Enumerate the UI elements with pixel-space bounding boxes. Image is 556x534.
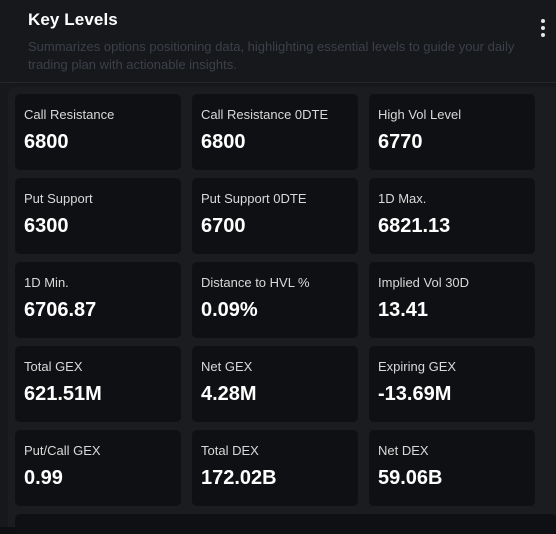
level-label: Net DEX bbox=[378, 443, 429, 458]
level-label: Expiring GEX bbox=[378, 359, 457, 374]
level-card-total-dex: Total DEX 172.02B bbox=[192, 430, 358, 506]
level-card-call-resistance: Call Resistance 6800 bbox=[15, 94, 181, 170]
level-value: 59.06B bbox=[378, 467, 443, 489]
level-label: Total GEX bbox=[24, 359, 83, 374]
level-value: 6800 bbox=[201, 131, 246, 153]
level-card-distance-to-hvl: Distance to HVL % 0.09% bbox=[192, 262, 358, 338]
level-label: Distance to HVL % bbox=[201, 275, 310, 290]
level-label: 1D Max. bbox=[378, 191, 427, 206]
level-card-put-call-gex: Put/Call GEX 0.99 bbox=[15, 430, 181, 506]
level-card-net-gex: Net GEX 4.28M bbox=[192, 346, 358, 422]
level-card-high-vol-level: High Vol Level 6770 bbox=[369, 94, 535, 170]
level-card-1d-min: 1D Min. 6706.87 bbox=[15, 262, 181, 338]
next-row-card-partial bbox=[15, 514, 556, 534]
level-card-1d-max: 1D Max. 6821.13 bbox=[369, 178, 535, 254]
panel-header: Key Levels Summarizes options positionin… bbox=[0, 0, 556, 83]
level-value: 6300 bbox=[24, 215, 69, 237]
level-value: 13.41 bbox=[378, 299, 429, 321]
level-label: Implied Vol 30D bbox=[378, 275, 470, 290]
level-card-put-support: Put Support 6300 bbox=[15, 178, 181, 254]
level-card-put-support-0dte: Put Support 0DTE 6700 bbox=[192, 178, 358, 254]
kebab-dot bbox=[541, 19, 545, 23]
level-value: 6821.13 bbox=[378, 215, 451, 237]
level-label: High Vol Level bbox=[378, 107, 462, 122]
level-value: 0.09% bbox=[201, 299, 258, 321]
level-card-total-gex: Total GEX 621.51M bbox=[15, 346, 181, 422]
level-value: 172.02B bbox=[201, 467, 277, 489]
level-value: 621.51M bbox=[24, 383, 102, 405]
level-card-net-dex: Net DEX 59.06B bbox=[369, 430, 535, 506]
level-label: Total DEX bbox=[201, 443, 259, 458]
level-label: Put/Call GEX bbox=[24, 443, 101, 458]
level-card-implied-vol-30d: Implied Vol 30D 13.41 bbox=[369, 262, 535, 338]
kebab-dot bbox=[541, 26, 545, 30]
level-value: 6770 bbox=[378, 131, 423, 153]
levels-grid: Call Resistance 6800 Call Resistance 0DT… bbox=[15, 94, 535, 506]
level-value: 6800 bbox=[24, 131, 69, 153]
panel-subtitle: Summarizes options positioning data, hig… bbox=[28, 39, 515, 72]
level-value: -13.69M bbox=[378, 383, 452, 405]
level-label: Call Resistance bbox=[24, 107, 115, 122]
level-label: Net GEX bbox=[201, 359, 253, 374]
level-card-expiring-gex: Expiring GEX -13.69M bbox=[369, 346, 535, 422]
level-value: 4.28M bbox=[201, 383, 257, 405]
more-vertical-icon[interactable] bbox=[536, 16, 550, 40]
kebab-dot bbox=[541, 33, 545, 37]
level-label: Put Support bbox=[24, 191, 93, 206]
panel-title: Key Levels bbox=[28, 10, 118, 29]
level-value: 6706.87 bbox=[24, 299, 97, 321]
level-value: 6700 bbox=[201, 215, 246, 237]
level-label: Call Resistance 0DTE bbox=[201, 107, 329, 122]
levels-container: Call Resistance 6800 Call Resistance 0DT… bbox=[8, 87, 556, 534]
level-label: 1D Min. bbox=[24, 275, 69, 290]
level-card-call-resistance-0dte: Call Resistance 0DTE 6800 bbox=[192, 94, 358, 170]
level-label: Put Support 0DTE bbox=[201, 191, 307, 206]
level-value: 0.99 bbox=[24, 467, 63, 489]
